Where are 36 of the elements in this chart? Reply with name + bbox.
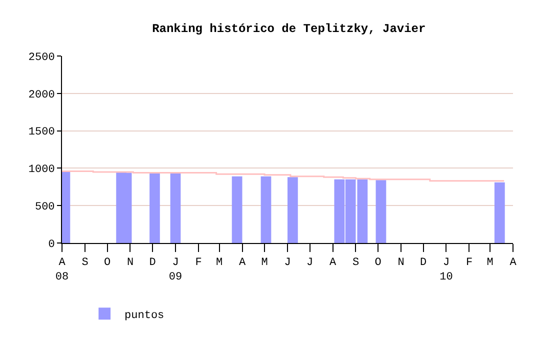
x-tick-label: N	[398, 257, 404, 270]
x-tick-label: A	[238, 257, 246, 270]
y-tick-label: 1500	[28, 126, 55, 139]
x-tick-label: N	[126, 257, 134, 270]
x-tick-label: D	[149, 257, 156, 270]
bar	[376, 180, 386, 243]
x-tick-label: D	[420, 257, 427, 270]
y-tick-label: 2500	[28, 52, 55, 64]
chart-title: Ranking histórico de Teplitzky, Javier	[152, 22, 426, 36]
y-tick-label: 2000	[28, 89, 55, 102]
x-tick-label: F	[466, 257, 473, 270]
bar	[170, 172, 181, 243]
y-tick-label: 1000	[28, 164, 55, 176]
x-tick-label: M	[486, 257, 494, 270]
x-tick-label: A 08	[55, 257, 69, 284]
y-tick-label: 500	[34, 201, 55, 214]
legend-label: puntos	[124, 310, 164, 322]
y-tick-label: 0	[48, 238, 55, 251]
x-tick-label: O	[374, 257, 382, 270]
bar	[232, 176, 242, 243]
x-tick-label: S	[82, 257, 89, 270]
bar	[150, 172, 160, 243]
x-tick-label: J	[284, 257, 291, 270]
bar	[494, 182, 505, 243]
x-tick-label: O	[104, 257, 111, 270]
x-tick-label: A	[510, 257, 517, 270]
x-tick-label: J	[306, 257, 314, 270]
x-tick-label: A	[329, 257, 336, 270]
bar	[260, 176, 272, 243]
x-tick-label: S	[352, 257, 360, 270]
x-tick-label: M	[216, 257, 223, 270]
x-tick-label: M	[261, 257, 268, 270]
bar	[288, 177, 298, 243]
x-tick-label: J 09	[168, 257, 182, 284]
x-tick-label: F	[195, 257, 202, 270]
x-tick-label: J 10	[440, 257, 453, 284]
